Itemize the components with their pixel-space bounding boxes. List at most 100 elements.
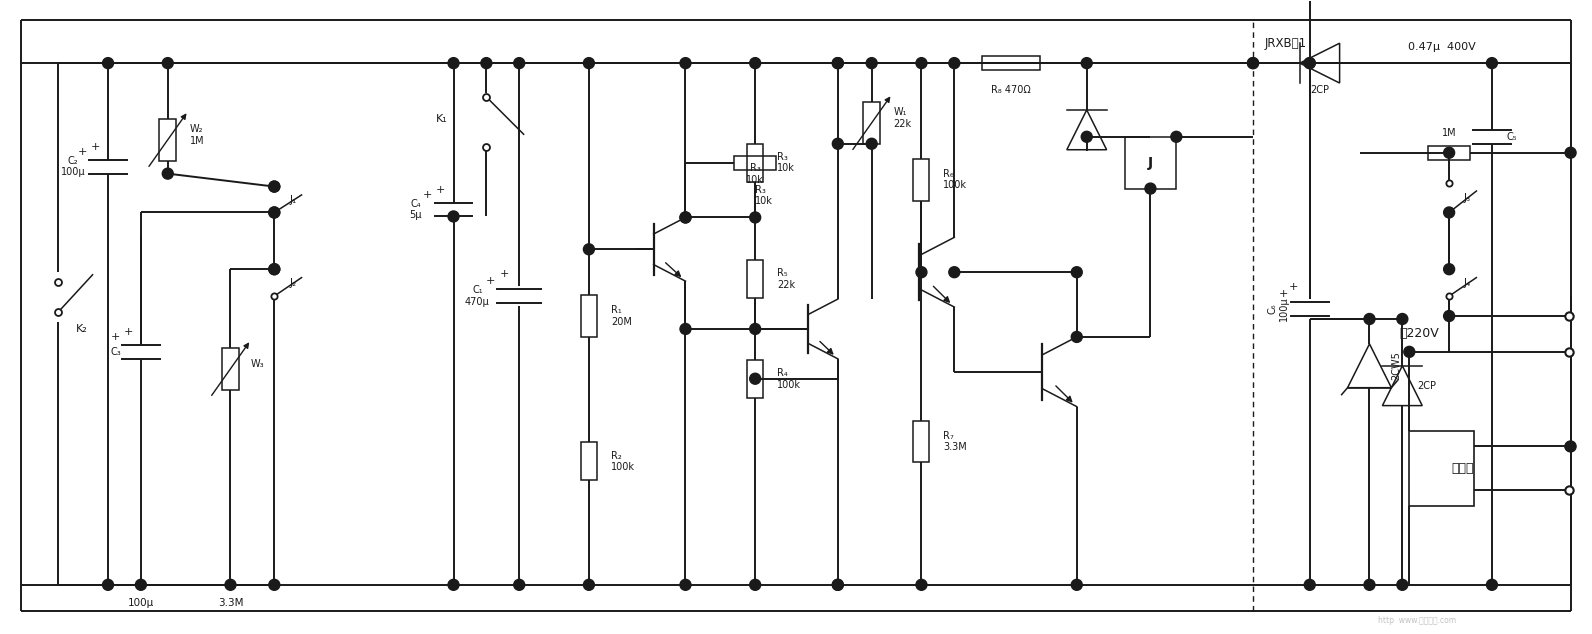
Circle shape — [1364, 579, 1375, 590]
Text: C₃: C₃ — [110, 347, 121, 357]
Text: R₃
10k: R₃ 10k — [747, 163, 764, 184]
Circle shape — [750, 58, 761, 68]
Circle shape — [1444, 147, 1455, 158]
Circle shape — [1304, 579, 1315, 590]
Text: R₈ 470Ω: R₈ 470Ω — [992, 85, 1032, 95]
Text: K₁: K₁ — [436, 114, 447, 124]
Text: 100μ: 100μ — [127, 598, 154, 608]
Text: 2CW5: 2CW5 — [1391, 351, 1401, 380]
Text: +: + — [78, 146, 88, 157]
Circle shape — [1145, 183, 1156, 194]
Circle shape — [680, 212, 691, 223]
Circle shape — [224, 579, 236, 590]
Circle shape — [269, 181, 280, 192]
Bar — [581, 443, 597, 481]
Circle shape — [162, 168, 174, 179]
Circle shape — [1487, 579, 1498, 590]
Text: http  www.电子电路.com: http www.电子电路.com — [1379, 616, 1457, 625]
Text: 3.3M: 3.3M — [218, 598, 244, 608]
Circle shape — [1565, 147, 1576, 158]
Text: R₇
3.3M: R₇ 3.3M — [944, 430, 966, 452]
Circle shape — [915, 267, 927, 278]
Text: R₅
22k: R₅ 22k — [777, 268, 796, 290]
Bar — [1124, 137, 1176, 188]
Text: +: + — [486, 276, 495, 286]
Circle shape — [1248, 58, 1258, 68]
Circle shape — [680, 212, 691, 223]
Text: J₂: J₂ — [290, 278, 296, 288]
Circle shape — [481, 58, 492, 68]
Text: C₅: C₅ — [1508, 132, 1517, 142]
Text: 接电扇: 接电扇 — [1452, 462, 1474, 475]
Text: W₁
22k: W₁ 22k — [893, 107, 912, 129]
Circle shape — [750, 579, 761, 590]
Bar — [734, 156, 775, 170]
Text: 0.47μ  400V: 0.47μ 400V — [1409, 42, 1476, 52]
Text: R₃
10k: R₃ 10k — [755, 184, 774, 206]
Circle shape — [1170, 131, 1181, 142]
Circle shape — [750, 373, 761, 384]
Circle shape — [1304, 58, 1315, 68]
Circle shape — [949, 58, 960, 68]
Bar — [1428, 146, 1469, 160]
Circle shape — [833, 579, 844, 590]
Circle shape — [866, 58, 877, 68]
Circle shape — [514, 58, 525, 68]
Circle shape — [269, 264, 280, 275]
Circle shape — [1396, 314, 1407, 325]
Circle shape — [833, 138, 844, 149]
Circle shape — [1248, 58, 1258, 68]
Circle shape — [269, 207, 280, 218]
Circle shape — [915, 579, 927, 590]
Circle shape — [269, 264, 280, 275]
Circle shape — [1396, 579, 1407, 590]
Text: 1M: 1M — [1442, 128, 1457, 138]
Text: +: + — [423, 190, 433, 200]
Text: J: J — [1148, 156, 1153, 170]
Circle shape — [447, 579, 458, 590]
Circle shape — [514, 579, 525, 590]
Text: 2CP: 2CP — [1417, 380, 1436, 391]
Circle shape — [1081, 58, 1092, 68]
Circle shape — [1081, 131, 1092, 142]
Circle shape — [135, 579, 146, 590]
Circle shape — [583, 58, 594, 68]
Circle shape — [269, 181, 280, 192]
Circle shape — [1071, 267, 1083, 278]
Text: +: + — [1278, 289, 1288, 299]
Circle shape — [447, 58, 458, 68]
Bar — [159, 119, 177, 160]
Circle shape — [1444, 207, 1455, 218]
Circle shape — [680, 579, 691, 590]
Text: R₂
100k: R₂ 100k — [611, 451, 635, 472]
Circle shape — [162, 58, 174, 68]
Circle shape — [269, 579, 280, 590]
Bar — [863, 102, 880, 144]
Circle shape — [583, 579, 594, 590]
Text: C₂
100μ: C₂ 100μ — [60, 156, 86, 178]
Bar — [747, 360, 763, 398]
Circle shape — [833, 58, 844, 68]
Text: J₁: J₁ — [290, 195, 296, 205]
Circle shape — [583, 244, 594, 255]
Text: R₄
100k: R₄ 100k — [777, 368, 801, 389]
Text: +: + — [91, 142, 100, 152]
Text: +: + — [500, 269, 509, 279]
Text: C₁
470μ: C₁ 470μ — [465, 285, 490, 307]
Text: ～220V: ～220V — [1399, 327, 1439, 340]
Text: R₆
100k: R₆ 100k — [944, 169, 968, 190]
Circle shape — [1404, 346, 1415, 358]
Bar — [1409, 431, 1474, 506]
Text: JRXB－1: JRXB－1 — [1266, 37, 1307, 49]
Circle shape — [833, 579, 844, 590]
Circle shape — [447, 211, 458, 222]
Bar — [581, 295, 597, 337]
Circle shape — [1565, 441, 1576, 452]
Circle shape — [866, 138, 877, 149]
Bar — [982, 56, 1040, 70]
Bar — [747, 260, 763, 298]
Circle shape — [949, 267, 960, 278]
Circle shape — [1304, 58, 1315, 68]
Text: J₄: J₄ — [1465, 278, 1471, 288]
Text: 2CP: 2CP — [1310, 85, 1329, 95]
